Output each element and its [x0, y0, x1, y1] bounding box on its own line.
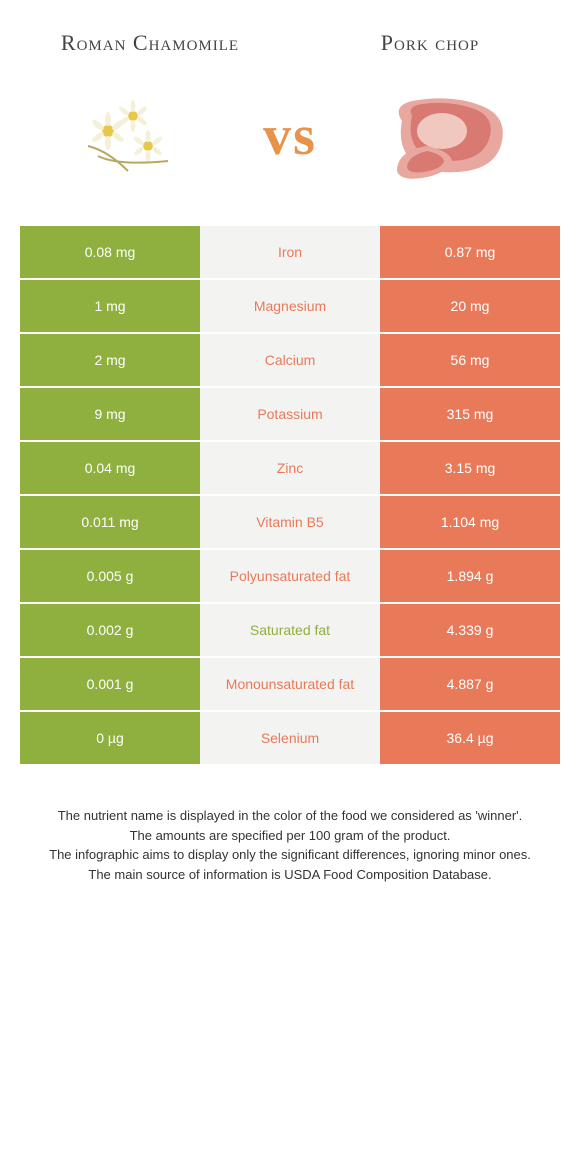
left-value: 0 µg [20, 712, 200, 764]
left-value: 2 mg [20, 334, 200, 386]
nutrient-name: Iron [200, 226, 380, 278]
nutrient-name: Saturated fat [200, 604, 380, 656]
nutrient-name: Monounsaturated fat [200, 658, 380, 710]
table-row: 0.002 gSaturated fat4.339 g [20, 604, 560, 658]
table-row: 0 µgSelenium36.4 µg [20, 712, 560, 766]
table-row: 0.011 mgVitamin B51.104 mg [20, 496, 560, 550]
right-value: 0.87 mg [380, 226, 560, 278]
footer-notes: The nutrient name is displayed in the co… [0, 766, 580, 904]
footer-line: The main source of information is USDA F… [30, 865, 550, 885]
right-value: 20 mg [380, 280, 560, 332]
nutrient-name: Zinc [200, 442, 380, 494]
right-value: 56 mg [380, 334, 560, 386]
left-value: 0.005 g [20, 550, 200, 602]
left-value: 1 mg [20, 280, 200, 332]
right-value: 36.4 µg [380, 712, 560, 764]
right-value: 1.104 mg [380, 496, 560, 548]
table-row: 9 mgPotassium315 mg [20, 388, 560, 442]
right-value: 315 mg [380, 388, 560, 440]
footer-line: The amounts are specified per 100 gram o… [30, 826, 550, 846]
left-value: 9 mg [20, 388, 200, 440]
table-row: 0.08 mgIron0.87 mg [20, 226, 560, 280]
header-row: Roman Chamomile Pork chop [0, 0, 580, 66]
table-row: 0.001 gMonounsaturated fat4.887 g [20, 658, 560, 712]
right-value: 1.894 g [380, 550, 560, 602]
table-row: 0.005 gPolyunsaturated fat1.894 g [20, 550, 560, 604]
images-row: vs [0, 66, 580, 226]
left-value: 0.011 mg [20, 496, 200, 548]
table-row: 2 mgCalcium56 mg [20, 334, 560, 388]
nutrient-table: 0.08 mgIron0.87 mg1 mgMagnesium20 mg2 mg… [20, 226, 560, 766]
footer-line: The nutrient name is displayed in the co… [30, 806, 550, 826]
left-food-title: Roman Chamomile [40, 30, 260, 56]
left-value: 0.08 mg [20, 226, 200, 278]
chamomile-image [58, 76, 208, 196]
nutrient-name: Potassium [200, 388, 380, 440]
right-value: 3.15 mg [380, 442, 560, 494]
nutrient-name: Selenium [200, 712, 380, 764]
right-value: 4.339 g [380, 604, 560, 656]
right-value: 4.887 g [380, 658, 560, 710]
nutrient-name: Calcium [200, 334, 380, 386]
left-value: 0.04 mg [20, 442, 200, 494]
nutrient-name: Vitamin B5 [200, 496, 380, 548]
vs-label: vs [263, 104, 317, 168]
table-row: 1 mgMagnesium20 mg [20, 280, 560, 334]
left-value: 0.002 g [20, 604, 200, 656]
left-value: 0.001 g [20, 658, 200, 710]
nutrient-name: Polyunsaturated fat [200, 550, 380, 602]
right-food-title: Pork chop [320, 30, 540, 56]
pork-chop-image [372, 76, 522, 196]
footer-line: The infographic aims to display only the… [30, 845, 550, 865]
nutrient-name: Magnesium [200, 280, 380, 332]
table-row: 0.04 mgZinc3.15 mg [20, 442, 560, 496]
